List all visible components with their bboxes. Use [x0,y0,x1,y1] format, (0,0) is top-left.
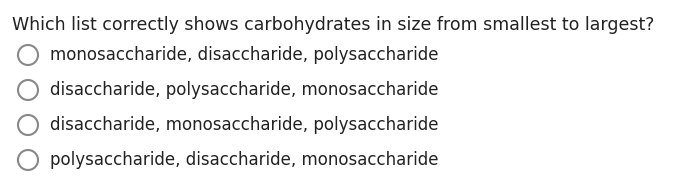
Text: disaccharide, monosaccharide, polysaccharide: disaccharide, monosaccharide, polysaccha… [50,116,438,134]
Text: disaccharide, polysaccharide, monosaccharide: disaccharide, polysaccharide, monosaccha… [50,81,438,99]
Ellipse shape [18,115,38,135]
Text: polysaccharide, disaccharide, monosaccharide: polysaccharide, disaccharide, monosaccha… [50,151,438,169]
Ellipse shape [18,45,38,65]
Text: monosaccharide, disaccharide, polysaccharide: monosaccharide, disaccharide, polysaccha… [50,46,438,64]
Ellipse shape [18,80,38,100]
Ellipse shape [18,150,38,170]
Text: Which list correctly shows carbohydrates in size from smallest to largest?: Which list correctly shows carbohydrates… [12,16,654,34]
